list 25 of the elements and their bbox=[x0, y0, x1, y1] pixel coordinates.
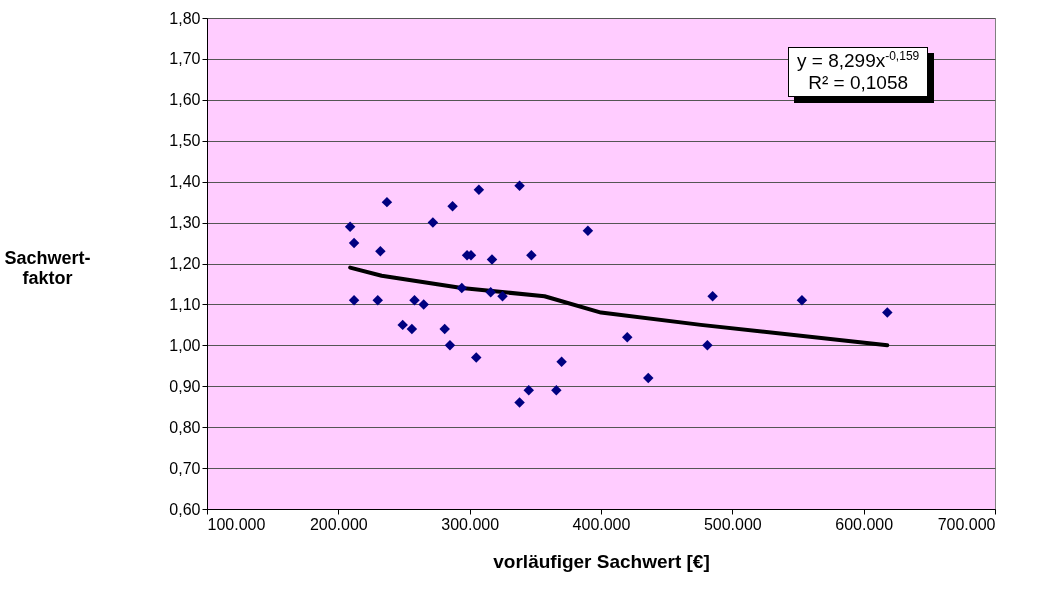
y-tick-label: 1,50 bbox=[169, 132, 201, 150]
x-axis-title: vorläufiger Sachwert [€] bbox=[493, 550, 710, 572]
x-tick-label: 100.000 bbox=[207, 515, 266, 533]
line-series bbox=[348, 265, 890, 348]
y-tick-label: 1,40 bbox=[169, 173, 201, 191]
y-tick-label: 0,90 bbox=[169, 377, 201, 395]
x-tick-label: 300.000 bbox=[441, 515, 500, 533]
y-tick-label: 1,00 bbox=[169, 336, 201, 354]
annotation: y = 8,299x$^{-0,159}$ bbox=[797, 49, 920, 72]
y-tick-label: 1,80 bbox=[169, 9, 201, 27]
y-tick-label: 1,70 bbox=[169, 50, 201, 68]
annotation: R² = 0,1058 bbox=[807, 72, 910, 94]
x-tick-label: 400.000 bbox=[572, 515, 631, 533]
x-tick-label: 600.000 bbox=[835, 515, 894, 533]
x-tick-label: 200.000 bbox=[309, 515, 368, 533]
y-tick-label: 1,10 bbox=[169, 295, 201, 313]
y-tick-label: 0,70 bbox=[169, 459, 201, 477]
x-tick-label: 700.000 bbox=[937, 515, 996, 533]
y-tick-label: 1,30 bbox=[169, 214, 201, 232]
y-tick-label: 0,80 bbox=[169, 418, 201, 436]
y-tick-label: 1,20 bbox=[169, 255, 201, 272]
x-tick-label: 500.000 bbox=[703, 515, 762, 533]
y-tick-label: 0,60 bbox=[169, 500, 201, 518]
y-tick-label: 1,60 bbox=[169, 91, 201, 109]
y-axis-title: Sachwert-faktor bbox=[4, 247, 91, 288]
